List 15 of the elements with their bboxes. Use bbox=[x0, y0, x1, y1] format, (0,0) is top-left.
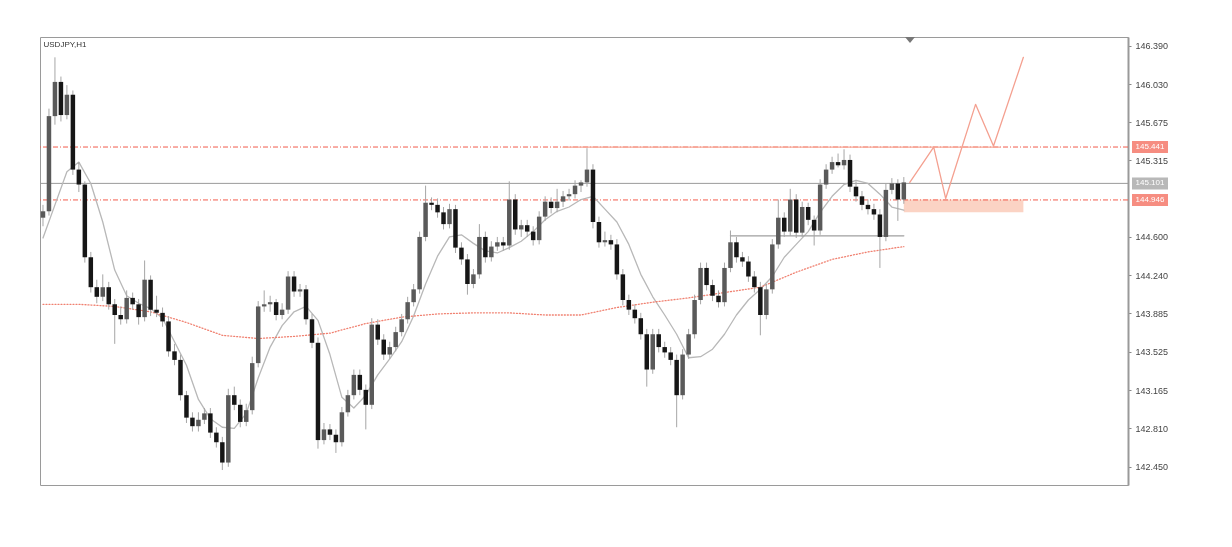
y-tick-label: 142.450 bbox=[1135, 462, 1169, 473]
y-tick-label: 144.240 bbox=[1135, 270, 1169, 281]
chart-title: USDJPY,H1 bbox=[43, 40, 88, 49]
y-tick-label: 145.315 bbox=[1135, 155, 1169, 166]
y-tick-label: 145.675 bbox=[1135, 117, 1169, 128]
y-tick-label: 143.165 bbox=[1135, 385, 1169, 396]
y-tick-label: 146.390 bbox=[1135, 41, 1169, 52]
y-tick-label: 143.885 bbox=[1135, 308, 1169, 319]
ref-line-label: 144.946 bbox=[1135, 194, 1166, 204]
ref-line-label: 145.441 bbox=[1135, 142, 1166, 152]
y-tick-label: 143.525 bbox=[1135, 347, 1169, 358]
y-tick-label: 142.810 bbox=[1135, 423, 1169, 434]
ref-line-label: 145.101 bbox=[1135, 178, 1166, 188]
y-tick-label: 144.600 bbox=[1135, 232, 1169, 243]
y-tick-label: 146.030 bbox=[1135, 79, 1169, 90]
